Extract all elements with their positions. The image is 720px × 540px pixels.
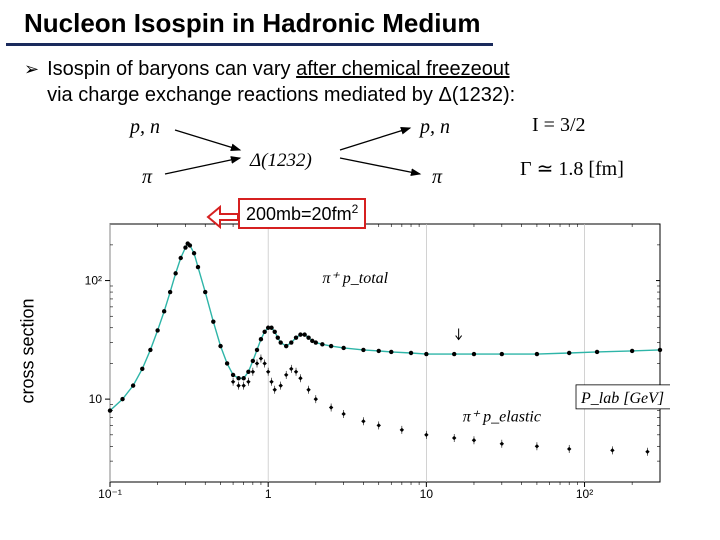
callout-arrow-icon	[206, 200, 242, 244]
bullet-item: ➢ Isospin of baryons can vary after chem…	[0, 50, 720, 108]
svg-text:10²: 10²	[85, 274, 102, 288]
svg-text:10: 10	[89, 392, 103, 406]
callout-text: 200mb=20fm	[246, 204, 352, 224]
bullet-text: Isospin of baryons can vary after chemic…	[47, 56, 515, 108]
bullet-tail: via charge exchange reactions mediated b…	[47, 84, 515, 106]
chart-plot: 10⁻¹ 1 10 10² 10 10² π⁺ p_total π⁺ p_elastic P_l…	[80, 196, 670, 504]
bullet-underlined: after chemical freezeout	[296, 58, 509, 80]
chart-callout: 200mb=20fm2	[238, 198, 366, 229]
cross-section-chart: cross section 200mb=20fm2 10⁻¹11010²1010…	[40, 196, 680, 506]
bullet-arrow-icon: ➢	[24, 56, 39, 82]
bullet-lead: Isospin of baryons can vary	[47, 58, 296, 80]
svg-text:10⁻¹: 10⁻¹	[98, 487, 122, 501]
svg-text:π⁺ p_total: π⁺ p_total	[322, 270, 388, 287]
page-title: Nucleon Isospin in Hadronic Medium	[6, 0, 493, 46]
callout-sup: 2	[352, 202, 359, 216]
reaction-diagram: p, n π Δ(1232) p, n π I = 3/2 Γ ≃ 1.8 [f…	[40, 114, 680, 192]
svg-text:π⁺ p_elastic: π⁺ p_elastic	[463, 408, 541, 425]
chart-ylabel: cross section	[18, 298, 39, 403]
svg-text:P_lab [GeV]: P_lab [GeV]	[580, 390, 664, 407]
svg-text:10: 10	[420, 487, 434, 501]
svg-text:1: 1	[265, 487, 272, 501]
svg-text:10²: 10²	[576, 487, 593, 501]
diagram-arrows	[40, 114, 680, 192]
